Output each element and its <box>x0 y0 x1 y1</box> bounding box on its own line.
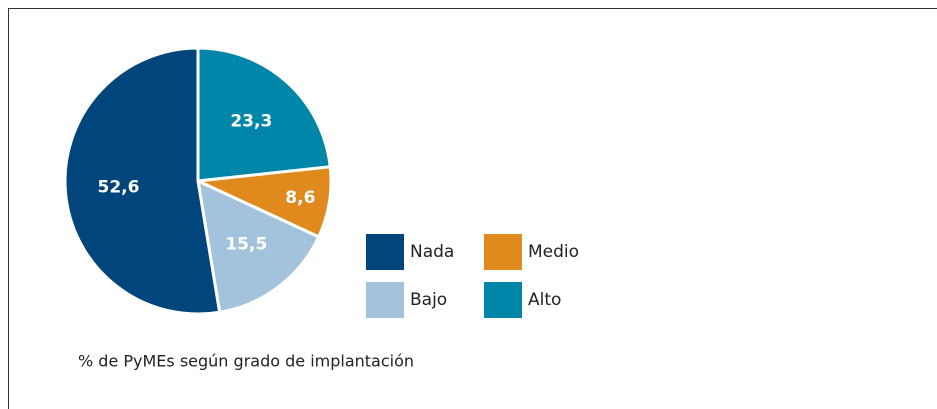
slice-label: 8,6 <box>285 188 315 208</box>
legend-swatch <box>366 282 404 318</box>
caption: % de PyMEs según grado de implantación <box>78 352 414 371</box>
pie-slice <box>196 46 332 183</box>
legend-label: Bajo <box>410 290 447 310</box>
slice-label: 15,5 <box>225 235 267 255</box>
legend-label: Medio <box>528 242 579 262</box>
frame <box>8 8 937 409</box>
legend-swatch <box>484 282 522 318</box>
legend-label: Alto <box>528 290 561 310</box>
legend-swatch <box>484 234 522 270</box>
slice-label: 52,6 <box>97 178 139 198</box>
legend-label: Nada <box>410 242 454 262</box>
legend-swatch <box>366 234 404 270</box>
pie-slice <box>63 46 222 316</box>
pie-slice <box>196 178 321 314</box>
slice-label: 23,3 <box>230 112 272 132</box>
